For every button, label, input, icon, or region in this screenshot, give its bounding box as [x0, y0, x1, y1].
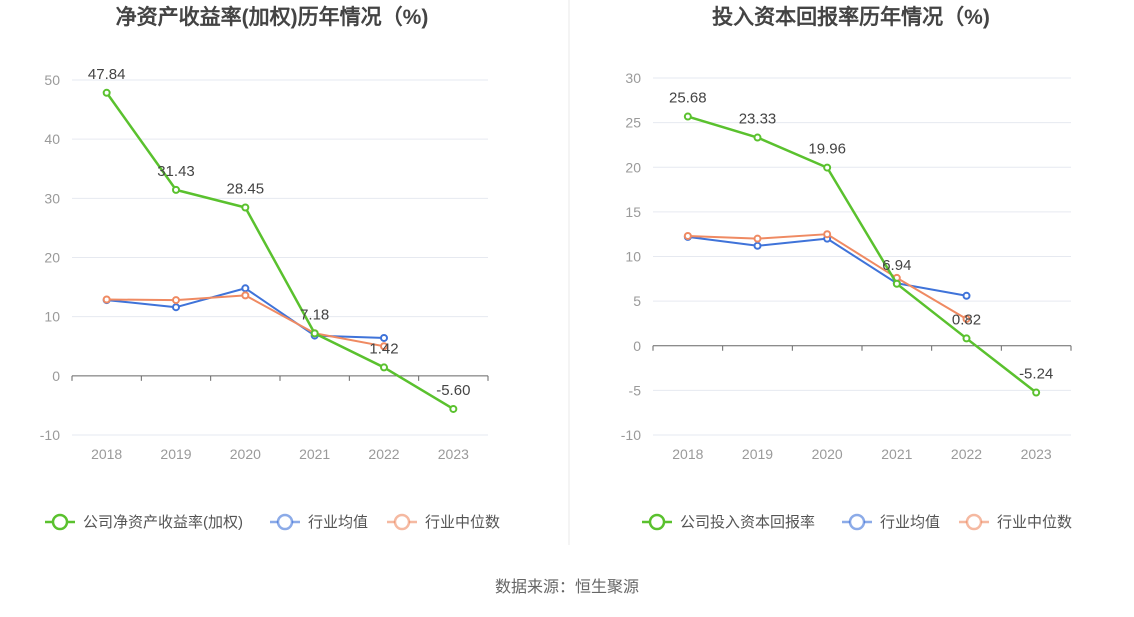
x-tick-label: 2021 — [299, 446, 330, 462]
legend-item-industry-median[interactable]: 行业中位数 — [959, 513, 1072, 531]
series-line-company — [105, 92, 454, 411]
y-tick-label: 0 — [633, 338, 641, 354]
legend-item-company[interactable]: 公司投入资本回报率 — [642, 513, 815, 531]
legend-marker-icon — [648, 513, 666, 531]
legend-item-company[interactable]: 公司净资产收益率(加权) — [45, 513, 243, 531]
data-label: 1.42 — [369, 340, 398, 357]
legend-item-industry-avg[interactable]: 行业均值 — [270, 513, 368, 531]
roic-chart-title: 投入资本回报率历年情况（%) — [712, 5, 990, 29]
series-line-company — [687, 115, 1037, 394]
data-label: 7.18 — [300, 306, 329, 323]
roic-chart: 投入资本回报率历年情况（%) 30 25 20 15 10 5 0 -5 -10 2018 2019… — [621, 5, 1072, 531]
x-tick-label: 2021 — [881, 446, 912, 462]
legend-marker-icon — [276, 513, 294, 531]
data-label: 6.94 — [882, 257, 911, 274]
roe-chart: 净资产收益率(加权)历年情况（%) 50 40 30 20 10 0 -10 2018 2019… — [40, 5, 500, 531]
data-label: -5.60 — [436, 382, 470, 399]
x-tick-label: 2020 — [812, 446, 843, 462]
series-line-industry-avg — [687, 235, 967, 297]
x-tick-label: 2018 — [672, 446, 703, 462]
data-label: -5.24 — [1019, 366, 1053, 383]
data-label: 31.43 — [157, 163, 195, 180]
y-tick-label: -10 — [621, 427, 641, 443]
data-point-industry-median[interactable] — [380, 342, 388, 351]
legend-label: 行业均值 — [880, 514, 940, 531]
data-point-industry-median[interactable] — [172, 296, 180, 305]
data-point-company[interactable] — [683, 112, 692, 121]
data-point-industry-avg[interactable] — [380, 333, 388, 342]
y-tick-label: 25 — [625, 115, 641, 131]
data-point-industry-avg[interactable] — [241, 284, 250, 293]
data-label: 19.96 — [808, 141, 846, 158]
y-tick-label: -5 — [629, 382, 642, 398]
y-tick-label: 5 — [633, 293, 641, 309]
data-point-company[interactable] — [449, 404, 458, 413]
data-point-industry-median[interactable] — [823, 230, 832, 239]
legend-label: 公司净资产收益率(加权) — [83, 514, 243, 531]
y-tick-label: 0 — [52, 368, 60, 384]
legend-label: 行业中位数 — [425, 514, 500, 531]
legend-item-industry-avg[interactable]: 行业均值 — [842, 513, 940, 531]
data-point-industry-avg[interactable] — [753, 241, 762, 250]
data-point-company[interactable] — [172, 185, 180, 194]
data-point-company[interactable] — [102, 88, 111, 97]
data-source: 数据来源：恒生聚源 — [495, 578, 639, 596]
series-line-industry-median — [106, 294, 385, 348]
legend-marker-icon — [51, 513, 69, 531]
data-point-company[interactable] — [380, 363, 388, 372]
roe-chart-title: 净资产收益率(加权)历年情况（%) — [116, 5, 429, 29]
y-tick-label: 30 — [625, 70, 641, 86]
data-point-industry-median[interactable] — [241, 291, 250, 300]
data-point-industry-median[interactable] — [962, 314, 971, 323]
x-tick-label: 2023 — [1021, 446, 1052, 462]
legend-label: 公司投入资本回报率 — [680, 514, 815, 531]
x-tick-label: 2022 — [951, 446, 982, 462]
y-tick-label: 10 — [625, 249, 641, 265]
data-label: 47.84 — [88, 66, 126, 83]
data-point-company[interactable] — [892, 279, 901, 288]
y-tick-label: 20 — [625, 159, 641, 175]
legend-item-industry-median[interactable]: 行业中位数 — [387, 513, 500, 531]
y-tick-label: -10 — [40, 427, 60, 443]
data-point-company[interactable] — [823, 163, 832, 172]
legend-marker-icon — [965, 513, 983, 531]
y-tick-label: 40 — [44, 131, 60, 147]
x-tick-label: 2018 — [91, 446, 122, 462]
data-point-company[interactable] — [310, 329, 319, 338]
data-point-industry-median[interactable] — [683, 231, 692, 240]
data-point-industry-avg[interactable] — [962, 291, 971, 300]
data-point-company[interactable] — [241, 203, 250, 212]
legend-label: 行业中位数 — [997, 514, 1072, 531]
x-tick-label: 2022 — [368, 446, 399, 462]
legend-marker-icon — [393, 513, 411, 531]
data-point-industry-avg[interactable] — [172, 303, 180, 312]
y-tick-label: 50 — [44, 72, 60, 88]
y-tick-label: 10 — [44, 309, 60, 325]
x-tick-label: 2023 — [438, 446, 469, 462]
legend-marker-icon — [848, 513, 866, 531]
x-tick-label: 2019 — [160, 446, 191, 462]
data-point-company[interactable] — [962, 334, 971, 343]
data-point-company[interactable] — [1032, 388, 1041, 397]
y-tick-label: 20 — [44, 250, 60, 266]
data-label: 25.68 — [669, 90, 707, 107]
y-tick-label: 30 — [44, 190, 60, 206]
y-tick-label: 15 — [625, 204, 641, 220]
x-tick-label: 2019 — [742, 446, 773, 462]
data-point-company[interactable] — [753, 133, 762, 142]
data-label: 28.45 — [227, 181, 265, 198]
data-point-industry-median[interactable] — [753, 234, 762, 243]
data-label: 0.82 — [952, 311, 981, 328]
x-tick-label: 2020 — [230, 446, 261, 462]
legend-label: 行业均值 — [308, 514, 368, 531]
data-point-industry-median[interactable] — [102, 295, 111, 304]
data-label: 23.33 — [739, 111, 777, 128]
